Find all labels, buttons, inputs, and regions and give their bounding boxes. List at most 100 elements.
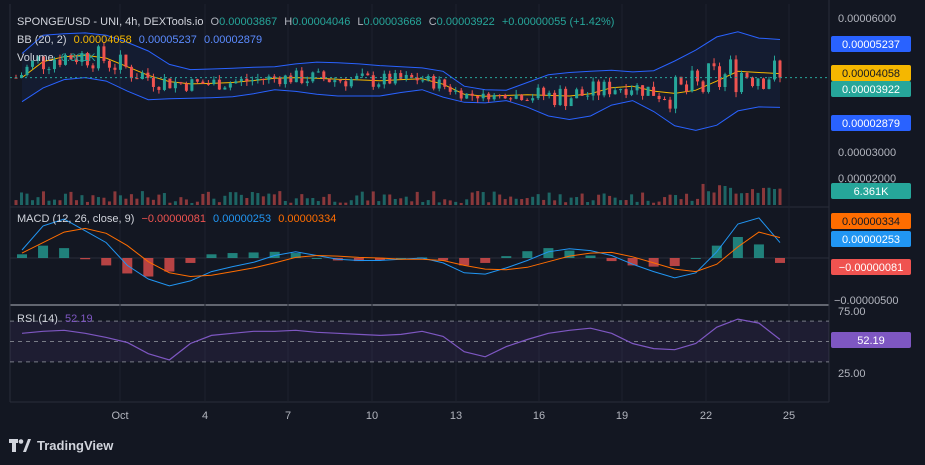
candle-body	[30, 60, 34, 67]
volume-bar	[96, 197, 100, 205]
candle-body	[586, 95, 590, 97]
candle-body	[619, 89, 623, 91]
volume-bar	[652, 202, 656, 205]
volume-bar	[190, 202, 194, 205]
volume-bar	[305, 198, 309, 205]
close-value: 0.00003922	[436, 16, 495, 28]
bb-legend[interactable]: BB (20, 2) 0.00004058 0.00005237 0.00002…	[17, 34, 266, 46]
candle-body	[498, 94, 502, 96]
volume-bar	[102, 197, 106, 205]
candle-body	[751, 77, 755, 87]
volume-bar	[641, 192, 645, 205]
volume-bar	[256, 193, 260, 205]
candle-body	[366, 73, 370, 76]
price-axis-tick: 0.00006000	[838, 13, 896, 25]
candle-body	[239, 78, 243, 82]
rsi-label: RSI (14)	[17, 313, 58, 325]
macd-histogram-bar	[17, 254, 27, 258]
candle-body	[344, 81, 348, 87]
volume-bar	[267, 193, 271, 205]
candle-body	[74, 59, 78, 62]
volume-bar	[767, 187, 771, 205]
volume-bar	[69, 191, 73, 205]
macd-histogram-bar	[227, 253, 238, 258]
candle-body	[613, 90, 617, 95]
bb-basis-badge-bg	[831, 65, 911, 81]
volume-bar	[135, 198, 139, 205]
volume-bar	[239, 194, 243, 205]
candle-body	[674, 76, 678, 109]
rsi-legend[interactable]: RSI (14) 52.19	[17, 313, 97, 325]
time-axis-label: Oct	[111, 410, 128, 422]
volume-legend[interactable]: Volume 6.361K	[17, 52, 100, 64]
volume-bar	[58, 200, 62, 205]
candle-body	[525, 100, 529, 102]
candle-body	[487, 93, 491, 100]
time-axis-label: 7	[285, 410, 291, 422]
volume-bar	[157, 194, 161, 205]
bb-lower-line	[21, 77, 781, 131]
candle-body	[575, 89, 579, 99]
tradingview-logo[interactable]: TradingView	[9, 438, 113, 453]
candle-body	[305, 81, 309, 84]
macd-histogram-bar	[290, 253, 301, 258]
candle-body	[547, 92, 551, 97]
macd-histogram-bar	[59, 248, 70, 258]
macd-signal-badge: 0.00000334	[842, 216, 900, 228]
macd-histogram-bar	[143, 258, 154, 277]
symbol-title[interactable]: SPONGE/USD - UNI, 4h, DEXTools.io	[17, 16, 204, 28]
rsi-axis-tick-75: 75.00	[838, 306, 866, 318]
macd-histogram-bar	[459, 258, 470, 266]
close-label: C	[428, 16, 437, 28]
candle-body	[602, 81, 606, 96]
candle-body	[118, 54, 122, 70]
volume-bar	[322, 196, 326, 205]
volume-bar	[327, 194, 331, 205]
candle-body	[718, 66, 722, 87]
candle-body	[201, 81, 205, 84]
volume-bar	[663, 197, 667, 205]
macd-histogram-bar	[206, 254, 217, 258]
volume-bar	[432, 191, 436, 205]
volume-bar	[371, 191, 375, 205]
volume-value: 6.361K	[60, 52, 96, 64]
candle-body	[212, 79, 216, 85]
volume-bar	[393, 198, 397, 205]
candle-body	[58, 59, 62, 65]
candle-body	[756, 78, 760, 87]
volume-bar	[316, 201, 320, 205]
volume-bar	[674, 195, 678, 205]
macd-line-badge: 0.00000253	[842, 234, 900, 246]
candle-body	[41, 56, 45, 70]
volume-bar	[481, 192, 485, 205]
rsi-badge: 52.19	[857, 335, 885, 347]
candle-body	[217, 79, 221, 90]
candle-body	[778, 60, 782, 78]
time-axis-label: 13	[450, 410, 462, 422]
candle-body	[283, 75, 287, 85]
high-value: 0.00004046	[292, 16, 351, 28]
candle-body	[459, 90, 463, 99]
bb-upper-value: 0.00005237	[138, 34, 197, 46]
macd-legend[interactable]: MACD (12, 26, close, 9) −0.00000081 0.00…	[17, 213, 340, 225]
candle-body	[338, 80, 342, 82]
volume-bar	[657, 201, 661, 205]
bb-lower-value: 0.00002879	[203, 34, 263, 46]
volume-badge-bg	[831, 183, 911, 199]
macd-signal-value: 0.00000334	[278, 213, 337, 225]
candle-body	[135, 78, 139, 80]
candle-body	[630, 90, 634, 95]
volume-bar	[234, 192, 238, 205]
candle-body	[113, 67, 117, 70]
volume-bar	[283, 200, 287, 205]
volume-badge: 6.361K	[854, 186, 890, 198]
candle-body	[635, 85, 639, 91]
volume-bar	[696, 198, 700, 205]
macd-line-badge-bg	[831, 231, 911, 247]
volume-bar	[635, 201, 639, 205]
candle-body	[311, 72, 315, 82]
candle-body	[531, 98, 535, 101]
candle-body	[443, 79, 447, 87]
candle-body	[69, 55, 73, 60]
